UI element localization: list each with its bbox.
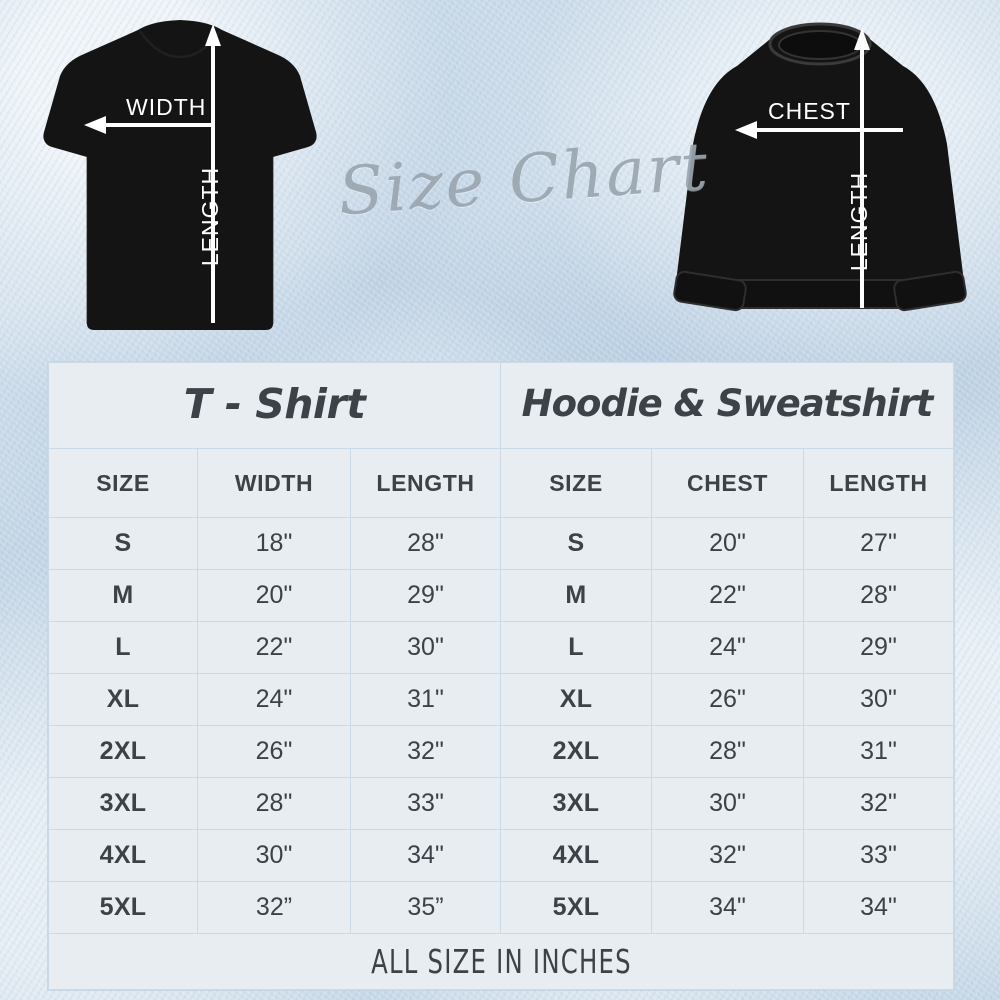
cell-right-size: 5XL — [500, 881, 652, 934]
table-row: 3XL 28" 33" 3XL 30" 32" — [48, 777, 954, 830]
cell-right-chest: 30" — [651, 777, 804, 830]
cell-right-chest: 20" — [651, 517, 804, 570]
sweatshirt-illustration: CHEST LENGTH — [665, 8, 975, 353]
cell-left-width: 26" — [197, 725, 351, 778]
table-footer-row: ALL SIZE IN INCHES — [49, 933, 954, 990]
table-row: S 18" 28" S 20" 27" — [48, 517, 954, 570]
size-chart-watermark: Size Chart — [335, 127, 712, 231]
cell-left-width: 20" — [197, 569, 351, 622]
table-header-row: SIZE WIDTH LENGTH SIZE CHEST LENGTH — [48, 448, 954, 518]
cell-right-length: 27" — [803, 517, 954, 570]
cell-left-width: 32” — [197, 881, 351, 934]
cell-left-length: 32" — [350, 725, 501, 778]
cell-right-size: S — [500, 517, 652, 570]
cell-left-length: 28" — [350, 517, 501, 570]
cell-left-length: 35” — [350, 881, 501, 934]
cell-right-size: XL — [500, 673, 652, 726]
tshirt-icon — [43, 20, 317, 330]
cell-right-chest: 34" — [651, 881, 804, 934]
size-chart-table: T - Shirt Hoodie & Sweatshirt SIZE WIDTH… — [48, 362, 954, 990]
cell-left-size: 3XL — [48, 777, 198, 830]
cell-left-size: 2XL — [48, 725, 198, 778]
cell-right-length: 29" — [803, 621, 954, 674]
cell-left-size: 4XL — [48, 829, 198, 882]
cell-right-size: 2XL — [500, 725, 652, 778]
cell-left-length: 33" — [350, 777, 501, 830]
cell-right-chest: 24" — [651, 621, 804, 674]
cell-left-width: 24" — [197, 673, 351, 726]
cell-left-length: 34" — [350, 829, 501, 882]
header-left-width: WIDTH — [197, 448, 351, 518]
cell-left-width: 22" — [197, 621, 351, 674]
cell-left-length: 29" — [350, 569, 501, 622]
cell-right-chest: 26" — [651, 673, 804, 726]
header-right-size: SIZE — [500, 448, 652, 518]
cell-right-size: 3XL — [500, 777, 652, 830]
table-row: XL 24" 31" XL 26" 30" — [48, 673, 954, 726]
cell-right-length: 32" — [803, 777, 954, 830]
table-row: 5XL 32” 35” 5XL 34" 34" — [48, 881, 954, 934]
cell-left-width: 30" — [197, 829, 351, 882]
tshirt-width-label: WIDTH — [126, 94, 207, 120]
sweatshirt-length-label: LENGTH — [846, 171, 873, 272]
table-title-row: T - Shirt Hoodie & Sweatshirt — [48, 362, 954, 449]
table-row: 2XL 26" 32" 2XL 28" 31" — [48, 725, 954, 778]
header-right-length: LENGTH — [803, 448, 954, 518]
cell-left-length: 30" — [350, 621, 501, 674]
cell-left-size: 5XL — [48, 881, 198, 934]
tshirt-illustration: WIDTH LENGTH — [30, 8, 330, 353]
cell-left-size: M — [48, 569, 198, 622]
header-left-size: SIZE — [48, 448, 198, 518]
header-left-length: LENGTH — [350, 448, 501, 518]
tshirt-table-title: T - Shirt — [48, 362, 501, 449]
cell-right-chest: 28" — [651, 725, 804, 778]
cell-left-size: L — [48, 621, 198, 674]
cell-left-width: 28" — [197, 777, 351, 830]
cell-right-length: 30" — [803, 673, 954, 726]
cell-left-size: S — [48, 517, 198, 570]
cell-right-size: M — [500, 569, 652, 622]
header-right-chest: CHEST — [651, 448, 804, 518]
table-row: 4XL 30" 34" 4XL 32" 33" — [48, 829, 954, 882]
cell-right-chest: 32" — [651, 829, 804, 882]
all-size-in-inches-note: ALL SIZE IN INCHES — [129, 933, 873, 990]
cell-right-length: 33" — [803, 829, 954, 882]
cell-right-length: 34" — [803, 881, 954, 934]
cell-left-length: 31" — [350, 673, 501, 726]
cell-right-size: 4XL — [500, 829, 652, 882]
table-row: L 22" 30" L 24" 29" — [48, 621, 954, 674]
sweatshirt-chest-label: CHEST — [768, 98, 851, 124]
cell-right-chest: 22" — [651, 569, 804, 622]
tshirt-length-label: LENGTH — [197, 166, 224, 267]
cell-right-length: 31" — [803, 725, 954, 778]
sweatshirt-icon — [673, 22, 967, 312]
cell-right-length: 28" — [803, 569, 954, 622]
cell-right-size: L — [500, 621, 652, 674]
cell-left-size: XL — [48, 673, 198, 726]
hoodie-table-title: Hoodie & Sweatshirt — [500, 362, 954, 449]
cell-left-width: 18" — [197, 517, 351, 570]
table-row: M 20" 29" M 22" 28" — [48, 569, 954, 622]
